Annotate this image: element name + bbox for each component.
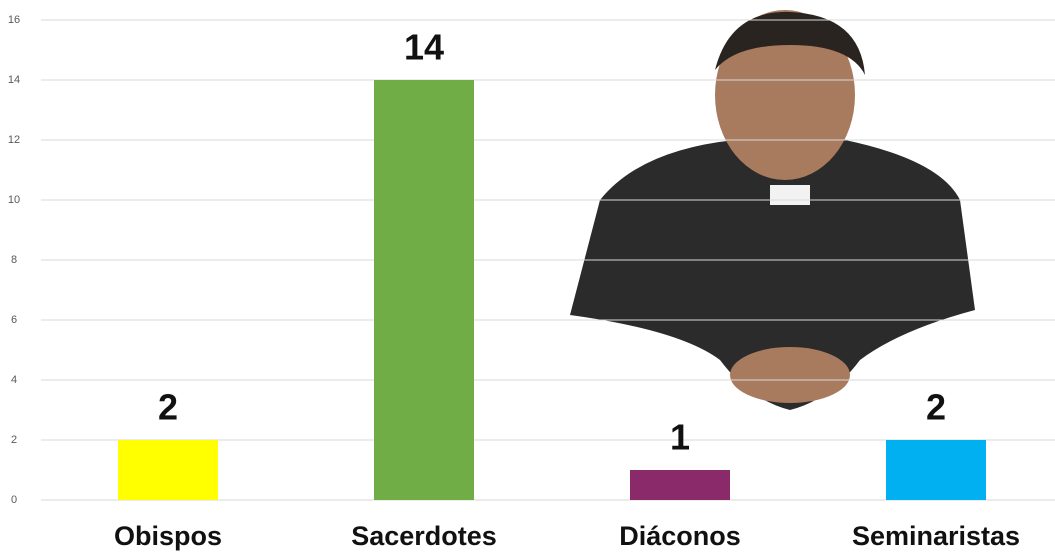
value-label: 14 [404,27,444,68]
bar [886,440,986,500]
y-tick-label: 6 [11,314,17,326]
x-tick-label: Obispos [114,521,222,551]
value-label: 2 [158,387,178,428]
y-tick-label: 10 [8,194,20,206]
x-tick-label: Sacerdotes [351,521,497,551]
value-label: 2 [926,387,946,428]
bar [118,440,218,500]
y-tick-label: 4 [11,374,17,386]
value-label: 1 [670,417,690,458]
y-tick-label: 0 [11,494,17,506]
photo [570,10,975,410]
y-tick-label: 2 [11,434,17,446]
bar [374,80,474,500]
y-tick-label: 14 [8,74,20,86]
x-tick-label: Diáconos [619,521,741,551]
chart: 0246810121416 Obispos2Sacerdotes14Diácon… [0,0,1055,552]
y-tick-label: 8 [11,254,17,266]
y-tick-label: 12 [8,134,20,146]
x-tick-label: Seminaristas [852,521,1020,551]
bar [630,470,730,500]
y-tick-label: 16 [8,14,20,26]
